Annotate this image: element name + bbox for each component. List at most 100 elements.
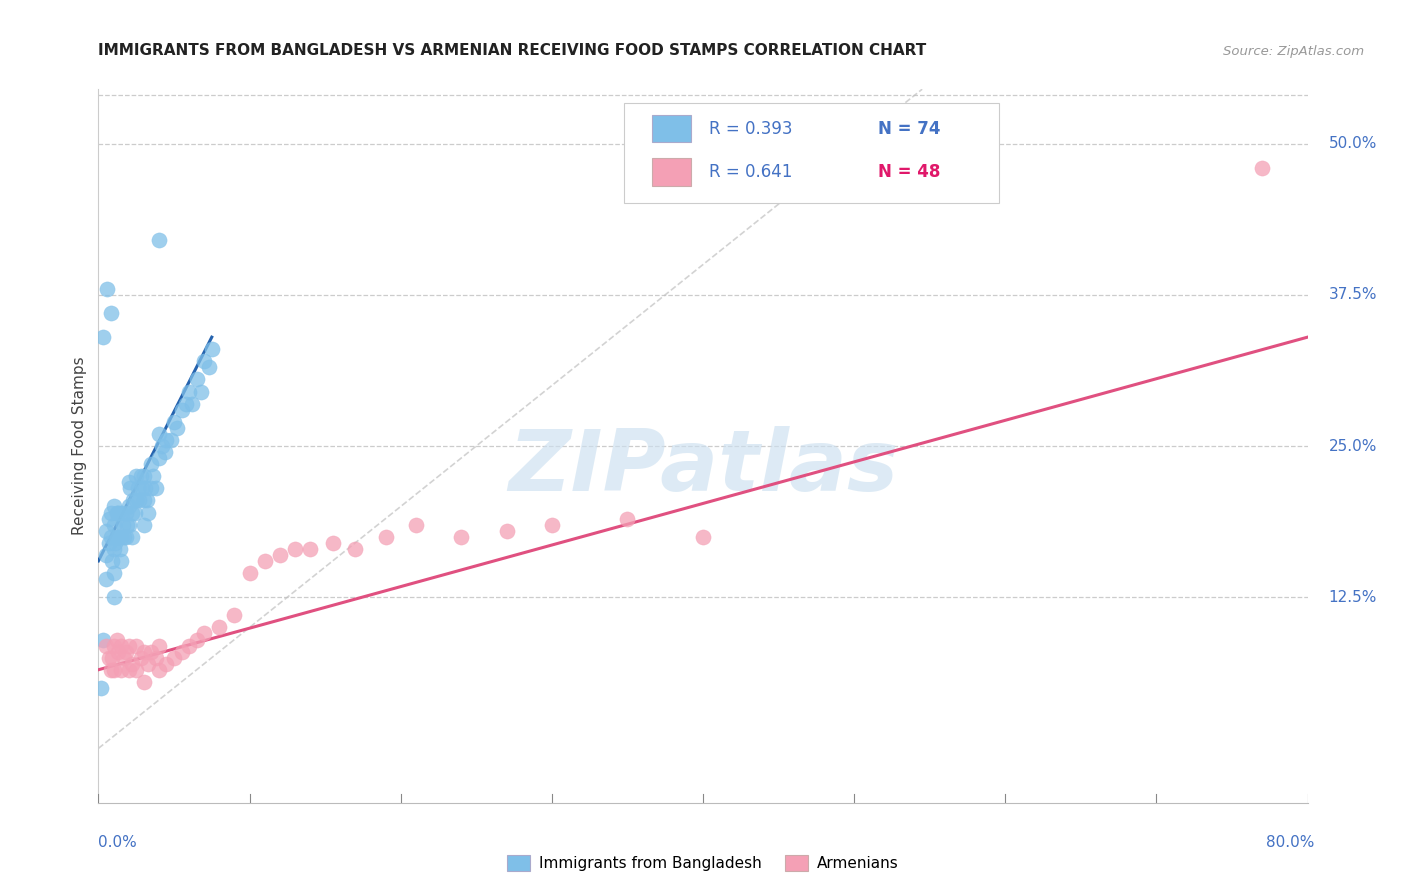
- Text: 80.0%: 80.0%: [1267, 836, 1315, 850]
- Point: [98, 535, 121, 549]
- Point: [160, 433, 183, 447]
- Point: [111, 517, 134, 532]
- Point: [186, 372, 208, 386]
- Point: [103, 500, 125, 514]
- Point: [322, 535, 344, 549]
- Legend: Immigrants from Bangladesh, Armenians: Immigrants from Bangladesh, Armenians: [501, 849, 905, 877]
- Point: [94, 548, 117, 562]
- Point: [118, 517, 141, 532]
- Point: [112, 650, 135, 665]
- Point: [269, 548, 291, 562]
- Point: [142, 469, 165, 483]
- Point: [284, 541, 307, 556]
- Point: [132, 493, 155, 508]
- Point: [103, 663, 125, 677]
- Point: [101, 554, 124, 568]
- Point: [148, 426, 170, 441]
- Point: [136, 657, 159, 671]
- Point: [112, 530, 135, 544]
- Point: [107, 530, 129, 544]
- Point: [104, 535, 127, 549]
- Point: [105, 506, 128, 520]
- Point: [344, 541, 367, 556]
- Point: [118, 475, 141, 490]
- Point: [141, 481, 163, 495]
- Text: R = 0.641: R = 0.641: [709, 163, 793, 181]
- Point: [166, 421, 188, 435]
- Point: [115, 517, 138, 532]
- Text: R = 0.393: R = 0.393: [709, 120, 793, 137]
- Point: [91, 330, 114, 344]
- Point: [98, 511, 121, 525]
- Point: [134, 481, 156, 495]
- Point: [118, 500, 141, 514]
- Point: [132, 674, 155, 689]
- Point: [94, 639, 117, 653]
- Point: [374, 530, 396, 544]
- Point: [186, 632, 208, 647]
- Point: [110, 639, 132, 653]
- Point: [121, 506, 143, 520]
- Point: [108, 541, 131, 556]
- Point: [103, 639, 125, 653]
- Point: [253, 554, 276, 568]
- Point: [145, 481, 167, 495]
- Text: 37.5%: 37.5%: [1329, 287, 1376, 302]
- Point: [120, 481, 142, 495]
- Point: [131, 481, 153, 495]
- Point: [125, 663, 148, 677]
- Point: [100, 530, 122, 544]
- Point: [208, 620, 231, 634]
- Point: [100, 663, 122, 677]
- Point: [100, 506, 122, 520]
- Point: [141, 457, 163, 471]
- Text: IMMIGRANTS FROM BANGLADESH VS ARMENIAN RECEIVING FOOD STAMPS CORRELATION CHART: IMMIGRANTS FROM BANGLADESH VS ARMENIAN R…: [98, 43, 927, 58]
- Point: [121, 530, 143, 544]
- FancyBboxPatch shape: [652, 159, 690, 186]
- Point: [148, 639, 170, 653]
- Point: [105, 530, 128, 544]
- Point: [110, 506, 132, 520]
- Point: [125, 469, 148, 483]
- Point: [114, 506, 136, 520]
- Point: [170, 402, 193, 417]
- Point: [148, 663, 170, 677]
- Point: [163, 650, 186, 665]
- Point: [135, 493, 157, 508]
- Point: [190, 384, 212, 399]
- Point: [107, 506, 129, 520]
- Point: [94, 524, 117, 538]
- Point: [141, 645, 163, 659]
- Point: [405, 517, 427, 532]
- Point: [155, 433, 177, 447]
- Text: 50.0%: 50.0%: [1329, 136, 1376, 151]
- Point: [118, 663, 141, 677]
- Point: [121, 657, 143, 671]
- Text: Source: ZipAtlas.com: Source: ZipAtlas.com: [1223, 45, 1364, 58]
- Point: [114, 530, 136, 544]
- Point: [145, 650, 167, 665]
- Point: [540, 517, 562, 532]
- Point: [450, 530, 472, 544]
- Point: [105, 632, 128, 647]
- Point: [114, 645, 136, 659]
- Point: [125, 639, 148, 653]
- Point: [129, 469, 152, 483]
- Point: [174, 397, 197, 411]
- FancyBboxPatch shape: [624, 103, 1000, 203]
- Point: [110, 530, 132, 544]
- Point: [148, 451, 170, 466]
- Point: [128, 493, 150, 508]
- Point: [107, 645, 129, 659]
- Point: [132, 469, 155, 483]
- Point: [1251, 161, 1274, 175]
- Point: [122, 493, 145, 508]
- Point: [155, 657, 177, 671]
- Point: [91, 632, 114, 647]
- Text: 0.0%: 0.0%: [98, 836, 138, 850]
- Point: [224, 608, 246, 623]
- Text: N = 74: N = 74: [879, 120, 941, 137]
- Y-axis label: Receiving Food Stamps: Receiving Food Stamps: [72, 357, 87, 535]
- Point: [201, 343, 224, 357]
- Point: [193, 626, 215, 640]
